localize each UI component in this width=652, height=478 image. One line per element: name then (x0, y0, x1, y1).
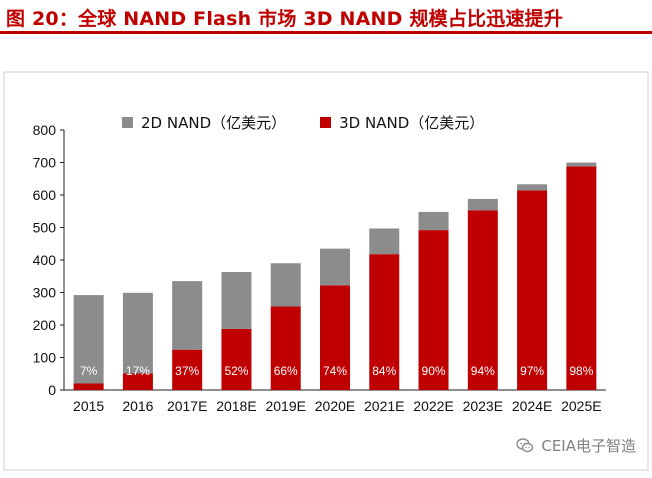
x-tick-label: 2017E (167, 398, 207, 414)
y-tick-label: 100 (33, 350, 57, 366)
percent-label: 66% (274, 364, 298, 378)
percent-label: 84% (372, 364, 396, 378)
y-tick-label: 400 (33, 252, 57, 268)
bar-3d-nand (320, 285, 350, 390)
x-tick-label: 2025E (561, 398, 601, 414)
y-tick-label: 600 (33, 187, 57, 203)
percent-label: 97% (520, 364, 544, 378)
legend-label-3d: 3D NAND（亿美元） (339, 114, 485, 132)
x-tick-label: 2016 (122, 398, 153, 414)
legend-swatch-3d (320, 117, 332, 128)
bar-2d-nand (467, 198, 498, 211)
x-tick-label: 2018E (216, 398, 256, 414)
watermark-text: CEIA电子智造 (541, 437, 636, 455)
x-tick-label: 2020E (315, 398, 355, 414)
percent-label: 52% (224, 364, 248, 378)
x-tick-label: 2023E (463, 398, 503, 414)
bar-3d-nand (270, 306, 301, 390)
bar-3d-nand (73, 383, 104, 390)
bar-3d-nand (221, 328, 252, 390)
bar-2d-nand (320, 248, 350, 286)
bar-3d-nand (467, 210, 498, 390)
percent-label: 17% (126, 364, 150, 378)
watermark: CEIA电子智造 (515, 435, 636, 456)
bar-3d-nand (172, 349, 203, 390)
bar-2d-nand (270, 263, 301, 307)
stacked-bar-chart: 0 100 200 300 400 500 600 700 800 7% 2015 17% 2016 37… (3, 71, 649, 471)
y-tick-label: 0 (48, 382, 56, 398)
wechat-icon (515, 436, 535, 456)
bar-2d-nand (517, 184, 548, 191)
legend-label-2d: 2D NAND（亿美元） (141, 114, 287, 132)
y-tick-label: 800 (33, 122, 57, 138)
y-tick-label: 300 (33, 285, 57, 301)
percent-label: 94% (471, 364, 495, 378)
bar-3d-nand (517, 190, 548, 390)
bar-2d-nand (221, 272, 252, 329)
chart-area: 0 100 200 300 400 500 600 700 800 7% 2015 17% 2016 37… (0, 34, 652, 474)
bar-3d-nand (369, 254, 400, 390)
bar-3d-nand (418, 230, 449, 390)
x-tick-label: 2019E (265, 398, 305, 414)
chart-frame (3, 71, 649, 471)
chart-title: 图 20：全球 NAND Flash 市场 3D NAND 规模占比迅速提升 (6, 8, 564, 30)
legend-item-3d: 3D NAND（亿美元） (320, 112, 484, 133)
bar-2d-nand (566, 162, 597, 167)
bar-2d-nand (172, 281, 203, 350)
y-tick-label: 700 (33, 155, 57, 171)
percent-label: 7% (80, 364, 98, 378)
title-bar: 图 20：全球 NAND Flash 市场 3D NAND 规模占比迅速提升 (0, 0, 652, 34)
x-tick-label: 2022E (413, 398, 453, 414)
percent-label: 90% (422, 364, 446, 378)
bar-3d-nand (122, 373, 153, 390)
bar-2d-nand (73, 295, 104, 384)
legend: 2D NAND（亿美元） 3D NAND（亿美元） (122, 112, 484, 133)
bar-2d-nand (369, 228, 400, 255)
x-tick-label: 2015 (73, 398, 104, 414)
x-tick-label: 2024E (512, 398, 552, 414)
percent-label: 74% (323, 364, 347, 378)
legend-swatch-2d (122, 117, 133, 128)
bar-2d-nand (122, 292, 153, 374)
bar-2d-nand (418, 211, 449, 231)
percent-label: 37% (175, 364, 199, 378)
legend-item-2d: 2D NAND（亿美元） (122, 112, 286, 133)
x-tick-label: 2021E (364, 398, 404, 414)
bar-3d-nand (566, 166, 597, 390)
y-tick-label: 200 (33, 317, 57, 333)
y-tick-label: 500 (33, 220, 57, 236)
percent-label: 98% (569, 364, 593, 378)
